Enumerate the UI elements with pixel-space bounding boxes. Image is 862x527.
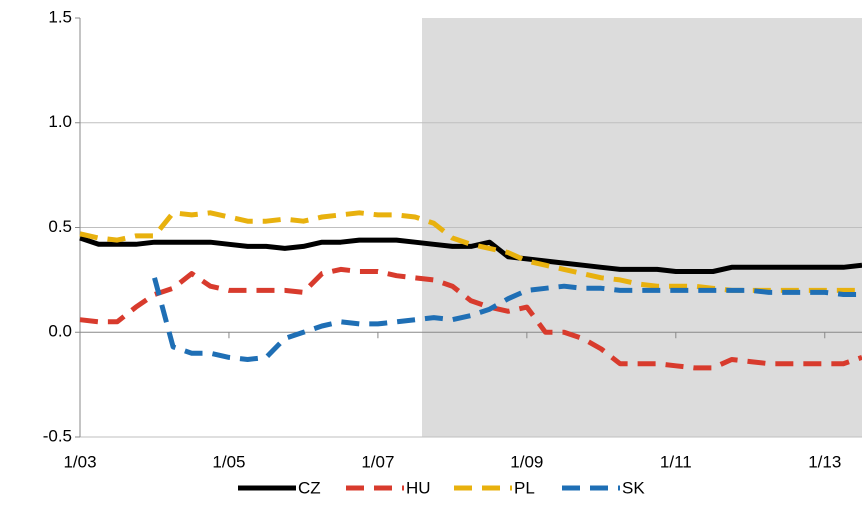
line-series — [79, 266, 862, 371]
x-tick-label: 1/11 — [660, 452, 692, 471]
y-tick-label: 1.0 — [48, 112, 72, 131]
x-tick-label: 1/09 — [510, 452, 543, 471]
legend-label: SK — [622, 478, 645, 497]
x-tick-label: 1/03 — [63, 452, 96, 471]
legend-label: PL — [514, 478, 535, 497]
x-tick-label: 1/13 — [808, 452, 841, 471]
y-tick-label: 0.5 — [48, 217, 72, 236]
y-tick-label: 1.5 — [48, 7, 72, 26]
x-tick-label: 1/05 — [212, 452, 245, 471]
legend-label: CZ — [298, 478, 321, 497]
line-series — [79, 235, 862, 274]
x-tick-label: 1/07 — [361, 452, 394, 471]
y-tick-label: -0.5 — [43, 426, 72, 445]
y-tick-label: 0.0 — [48, 322, 72, 341]
legend-label: HU — [406, 478, 431, 497]
line-series — [152, 277, 862, 362]
